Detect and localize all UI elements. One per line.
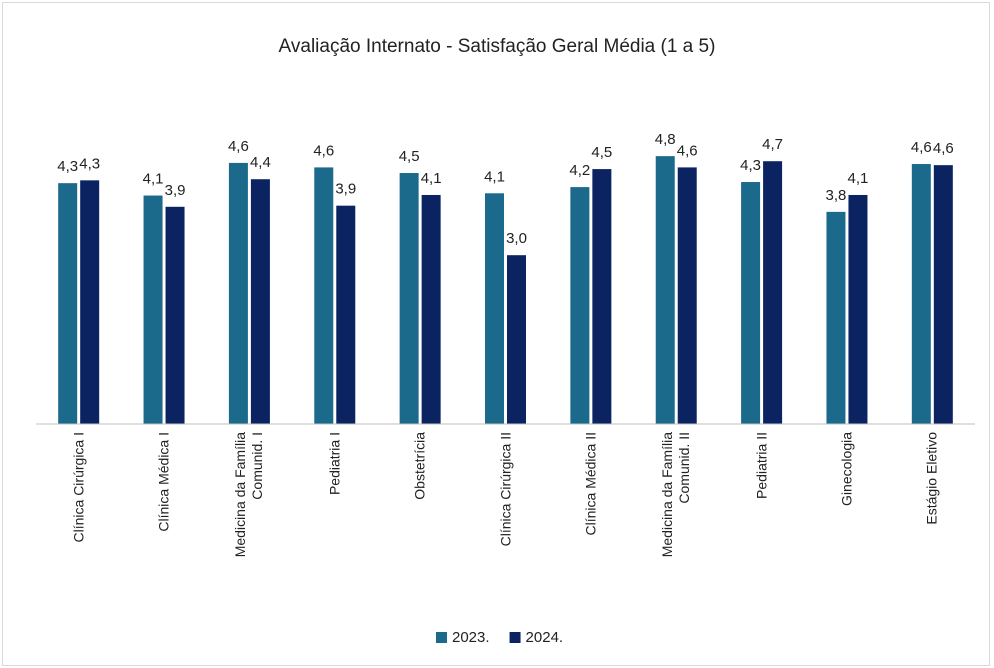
data-label: 4,2 [569,162,590,179]
bar [570,187,590,424]
bar [741,182,761,424]
bar [165,206,185,424]
legend-swatch [509,632,521,643]
x-tick-label: Pediatria I [326,432,343,496]
data-label: 3,8 [826,187,847,204]
data-label: 4,4 [250,154,271,171]
legend-label: 2024. [526,629,564,646]
data-label: 4,1 [421,170,442,187]
data-label: 4,1 [484,168,505,185]
bar [592,169,612,424]
chart-title: Avaliação Internato - Satisfação Geral M… [279,36,716,57]
x-tick-label: Pediatria II [753,432,770,499]
data-label: 4,6 [313,142,334,159]
data-label: 4,1 [143,171,164,188]
x-tick-label: Obstetrícia [411,432,428,500]
x-tick-label: Clínica Cirúrgica II [497,432,513,547]
data-label: 3,0 [506,230,527,247]
bar [485,193,504,424]
x-tick-label: Medicina da Família Comunid. II [659,432,693,558]
bar [80,180,100,424]
data-label: 4,8 [655,131,676,148]
data-label: 4,3 [57,158,78,175]
bar [933,165,953,425]
data-label: 4,5 [399,148,420,165]
x-tick-label: Clínica Médica I [155,432,172,532]
bar [655,156,675,424]
bar [677,167,697,425]
data-label: 4,6 [933,140,954,157]
x-tick-label: Clínica Médica II [582,432,599,536]
bar [507,255,526,424]
bar [336,205,356,424]
data-label: 4,1 [848,170,869,187]
data-label: 4,6 [911,139,932,156]
data-label: 4,7 [762,136,783,153]
bar [911,164,931,425]
x-tick-label: Medicina da Família Comunid. I [232,432,266,558]
data-label: 3,9 [165,182,186,199]
data-label: 4,3 [79,155,100,172]
legend-label: 2023. [452,629,490,646]
data-label: 4,5 [591,144,612,161]
bar [314,167,334,425]
bar [250,179,270,424]
data-label: 4,3 [740,157,761,174]
legend-swatch [436,632,447,643]
bar [228,162,248,425]
bar [58,183,78,424]
data-label: 4,6 [228,138,249,155]
bar [826,211,846,424]
x-tick-label: Ginecologia [838,432,855,506]
bar [763,161,783,424]
bar [143,195,163,424]
x-tick-label: Clínica Cirúrgica I [70,432,87,543]
bar [399,173,419,424]
data-label: 3,9 [335,181,356,198]
bar [848,194,868,424]
x-tick-label: Estágio Eletivo [923,432,940,525]
bar [421,194,441,424]
data-label: 4,6 [677,142,698,159]
